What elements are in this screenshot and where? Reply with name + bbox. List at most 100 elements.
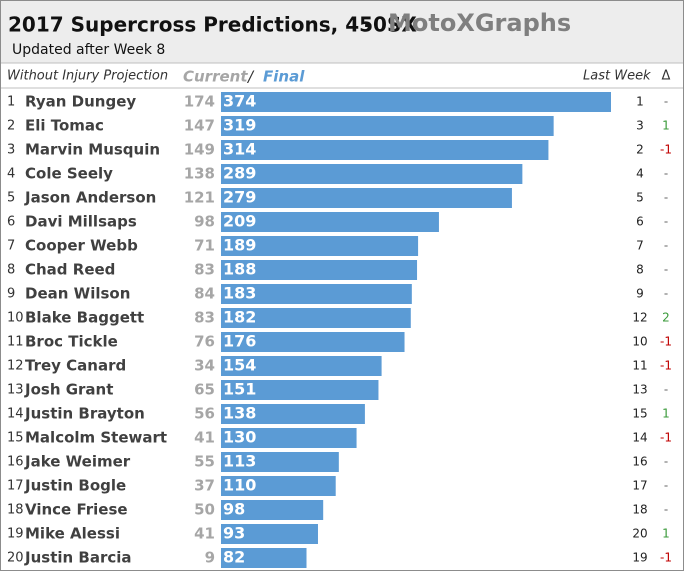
rank: 1 (7, 95, 15, 110)
rank: 3 (7, 143, 15, 158)
rider-name: Dean Wilson (25, 285, 130, 303)
final-points: 319 (223, 116, 256, 135)
rider-name: Cole Seely (25, 165, 113, 183)
last-week: 14 (632, 431, 647, 445)
current-points: 76 (194, 333, 215, 351)
current-points: 56 (194, 405, 215, 423)
change: - (664, 95, 668, 109)
rider-name: Ryan Dungey (25, 93, 136, 111)
rider-name: Josh Grant (24, 381, 113, 399)
rank: 6 (7, 215, 15, 230)
rider-name: Davi Millsaps (25, 213, 137, 231)
current-points: 98 (194, 213, 215, 231)
change: - (664, 167, 668, 181)
bar (221, 380, 379, 400)
header-change: Δ (662, 69, 671, 84)
change: - (664, 479, 668, 493)
change: - (664, 503, 668, 517)
rider-name: Broc Tickle (25, 333, 118, 351)
title-area (1, 1, 683, 63)
final-points: 189 (223, 236, 256, 255)
rider-name: Cooper Webb (25, 237, 138, 255)
rank: 5 (7, 191, 15, 206)
rider-name: Jake Weimer (24, 453, 131, 471)
current-points: 41 (194, 429, 215, 447)
final-points: 209 (223, 212, 256, 231)
rider-name: Mike Alessi (25, 525, 120, 543)
current-points: 174 (184, 93, 215, 111)
bar (221, 476, 336, 496)
last-week: 19 (632, 551, 647, 565)
rider-name: Blake Baggett (25, 309, 144, 327)
last-week: 10 (632, 335, 647, 349)
bar (221, 164, 523, 184)
bar (221, 356, 382, 376)
change: - (664, 455, 668, 469)
last-week: 9 (636, 287, 644, 301)
change: - (664, 239, 668, 253)
final-points: 279 (223, 188, 256, 207)
current-points: 37 (194, 477, 215, 495)
change: 1 (662, 527, 670, 541)
last-week: 5 (636, 191, 644, 205)
current-points: 147 (184, 117, 215, 135)
rank: 18 (7, 503, 24, 518)
final-points: 138 (223, 404, 256, 423)
change: - (664, 215, 668, 229)
chart-title: 2017 Supercross Predictions, 450SX (8, 13, 417, 37)
last-week: 6 (636, 215, 644, 229)
last-week: 2 (636, 143, 644, 157)
rider-name: Justin Barcia (24, 549, 132, 567)
rider-name: Justin Brayton (24, 405, 145, 423)
bar (221, 452, 339, 472)
rank: 13 (7, 383, 24, 398)
bar (221, 500, 324, 520)
last-week: 12 (632, 311, 647, 325)
last-week: 8 (636, 263, 644, 277)
final-points: 154 (223, 356, 256, 375)
rider-name: Justin Bogle (24, 477, 126, 495)
change: - (664, 191, 668, 205)
change: -1 (660, 359, 672, 373)
bar (221, 140, 549, 160)
subtitle: Updated after Week 8 (12, 42, 165, 58)
bar (221, 524, 318, 544)
rank: 8 (7, 263, 15, 278)
change: 1 (662, 407, 670, 421)
current-points: 9 (205, 549, 215, 567)
final-points: 82 (223, 548, 245, 567)
last-week: 7 (636, 239, 644, 253)
last-week: 18 (632, 503, 647, 517)
change: -1 (660, 143, 672, 157)
header-last-week: Last Week (583, 69, 651, 84)
current-points: 50 (194, 501, 215, 519)
bar (221, 92, 611, 112)
bar (221, 260, 418, 280)
rider-name: Trey Canard (25, 357, 126, 375)
last-week: 20 (632, 527, 647, 541)
final-points: 113 (223, 452, 256, 471)
current-points: 41 (194, 525, 215, 543)
bar (221, 284, 412, 304)
rank: 9 (7, 287, 15, 302)
bar (221, 332, 405, 352)
final-points: 151 (223, 380, 256, 399)
bar (221, 548, 307, 568)
last-week: 15 (632, 407, 647, 421)
final-points: 374 (223, 92, 256, 111)
current-points: 34 (194, 357, 215, 375)
rank: 12 (7, 359, 24, 374)
bar (221, 236, 419, 256)
header-label: Without Injury Projection (7, 69, 168, 84)
last-week: 3 (636, 119, 644, 133)
final-points: 98 (223, 500, 245, 519)
change: -1 (660, 551, 672, 565)
last-week: 11 (632, 359, 647, 373)
current-points: 149 (184, 141, 215, 159)
rider-name: Eli Tomac (25, 117, 104, 135)
current-points: 65 (194, 381, 215, 399)
bar (221, 428, 357, 448)
final-points: 93 (223, 524, 245, 543)
change: -1 (660, 335, 672, 349)
